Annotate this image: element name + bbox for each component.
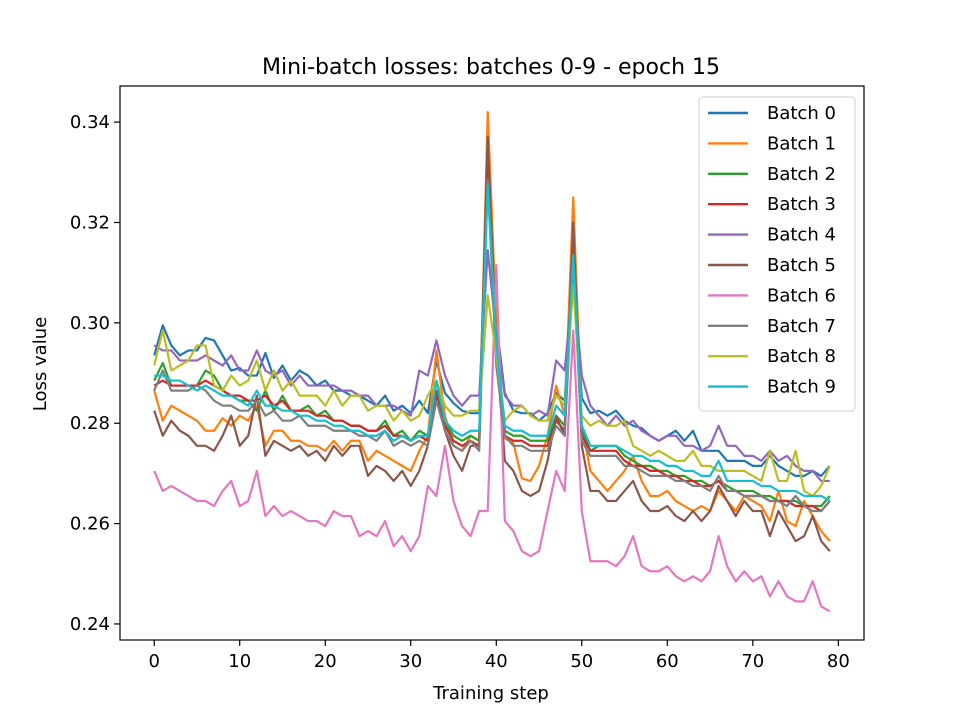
legend-item-batch-2: Batch 2	[708, 164, 836, 185]
legend-label: Batch 2	[767, 164, 836, 185]
legend-label: Batch 3	[767, 194, 836, 215]
legend-item-batch-4: Batch 4	[708, 225, 836, 246]
series-line-batch-9	[154, 183, 831, 502]
x-axis: 0 10 20 30 40 50 60 70 80	[148, 640, 850, 672]
y-tick-label: 0.32	[70, 212, 110, 233]
legend-item-batch-7: Batch 7	[708, 316, 836, 337]
y-axis: 0.24 0.26 0.28 0.30 0.32 0.34	[70, 112, 120, 635]
x-tick-label: 20	[314, 651, 337, 672]
x-tick-label: 60	[656, 651, 679, 672]
y-tick-label: 0.26	[70, 514, 110, 535]
legend-label: Batch 9	[767, 377, 836, 398]
y-tick-label: 0.34	[70, 112, 110, 133]
x-tick-label: 10	[228, 651, 251, 672]
x-axis-label: Training step	[432, 683, 549, 704]
legend-label: Batch 0	[767, 103, 836, 124]
legend-label: Batch 1	[767, 133, 836, 154]
series-line-batch-5	[153, 136, 831, 552]
legend-item-batch-8: Batch 8	[708, 346, 836, 367]
legend-item-batch-9: Batch 9	[708, 377, 836, 398]
x-tick-label: 50	[570, 651, 593, 672]
y-tick-label: 0.30	[70, 313, 110, 334]
series-line-batch-8	[153, 284, 831, 498]
y-tick-label: 0.24	[70, 614, 110, 635]
series-line-batch-6	[153, 264, 831, 613]
x-tick-label: 80	[827, 651, 850, 672]
x-tick-label: 0	[148, 651, 159, 672]
chart-title: Mini-batch losses: batches 0-9 - epoch 1…	[262, 55, 720, 80]
x-tick-label: 70	[741, 651, 764, 672]
legend-label: Batch 4	[767, 225, 836, 246]
legend-item-batch-3: Batch 3	[708, 194, 836, 215]
legend-item-batch-0: Batch 0	[708, 103, 836, 124]
plot-area	[119, 85, 865, 641]
x-tick-label: 30	[399, 651, 422, 672]
legend-label: Batch 6	[767, 285, 836, 306]
legend: Batch 0 Batch 1 Batch 2 Batch 3 Batch 4 Batch…	[698, 96, 856, 412]
legend-item-batch-1: Batch 1	[708, 133, 836, 154]
y-axis-label: Loss value	[30, 317, 51, 411]
x-tick-label: 40	[485, 651, 508, 672]
legend-item-batch-6: Batch 6	[708, 285, 836, 306]
legend-label: Batch 7	[767, 316, 836, 337]
y-tick-label: 0.28	[70, 413, 110, 434]
legend-item-batch-5: Batch 5	[708, 255, 836, 276]
legend-label: Batch 5	[767, 255, 836, 276]
legend-box	[698, 96, 856, 412]
legend-label: Batch 8	[767, 346, 836, 367]
plot-frame	[119, 85, 865, 641]
